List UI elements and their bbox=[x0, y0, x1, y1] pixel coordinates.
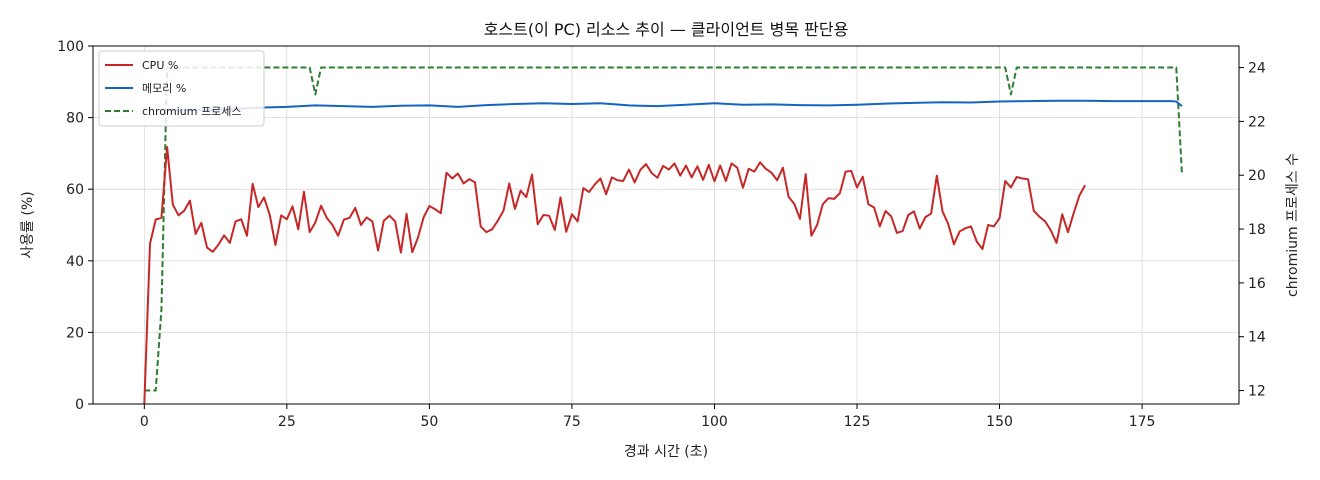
right-y-axis: 12 14 16 18 20 22 24 bbox=[1239, 61, 1266, 400]
y-tick-label: 100 bbox=[57, 39, 84, 55]
x-axis: 0 25 50 75 100 125 150 175 bbox=[140, 404, 1156, 430]
y-tick-label: 0 bbox=[75, 397, 84, 413]
y2-tick-label: 16 bbox=[1248, 276, 1266, 292]
y2-tick-label: 24 bbox=[1248, 61, 1266, 77]
legend: CPU % 메모리 % chromium 프로세스 bbox=[98, 50, 265, 127]
x-tick-label: 75 bbox=[563, 414, 581, 430]
x-tick-label: 125 bbox=[844, 414, 871, 430]
chart-title: 호스트(이 PC) 리소스 추이 — 클라이언트 병목 판단용 bbox=[484, 20, 849, 39]
left-y-axis: 0 20 40 60 80 100 bbox=[57, 39, 93, 413]
series-lines bbox=[143, 66, 1183, 405]
x-tick-label: 0 bbox=[140, 414, 149, 430]
y2-tick-label: 12 bbox=[1248, 384, 1266, 400]
legend-label: chromium 프로세스 bbox=[142, 105, 241, 118]
x-tick-label: 175 bbox=[1129, 414, 1156, 430]
y2-tick-label: 20 bbox=[1248, 168, 1266, 184]
legend-box bbox=[98, 50, 265, 127]
y2-axis-title: chromium 프로세스 수 bbox=[1285, 153, 1301, 297]
x-tick-label: 50 bbox=[420, 414, 438, 430]
y2-tick-label: 18 bbox=[1248, 222, 1266, 238]
x-axis-title: 경과 시간 (초) bbox=[624, 444, 708, 460]
y-tick-label: 40 bbox=[66, 254, 84, 270]
x-tick-label: 100 bbox=[701, 414, 728, 430]
series-line-1 bbox=[167, 99, 1183, 112]
y2-tick-label: 14 bbox=[1248, 330, 1266, 346]
x-tick-label: 150 bbox=[986, 414, 1013, 430]
plot-frame bbox=[92, 45, 1240, 405]
y-tick-label: 20 bbox=[66, 325, 84, 341]
y-axis-title: 사용률 (%) bbox=[20, 191, 36, 258]
y-tick-label: 80 bbox=[66, 111, 84, 127]
series-line-0 bbox=[143, 145, 1086, 405]
y2-tick-label: 22 bbox=[1248, 114, 1266, 130]
legend-label: 메모리 % bbox=[142, 82, 186, 95]
legend-label: CPU % bbox=[142, 59, 178, 72]
x-tick-label: 25 bbox=[278, 414, 296, 430]
y-tick-label: 60 bbox=[66, 182, 84, 198]
grid bbox=[93, 45, 1239, 405]
series-line-2 bbox=[144, 66, 1183, 392]
